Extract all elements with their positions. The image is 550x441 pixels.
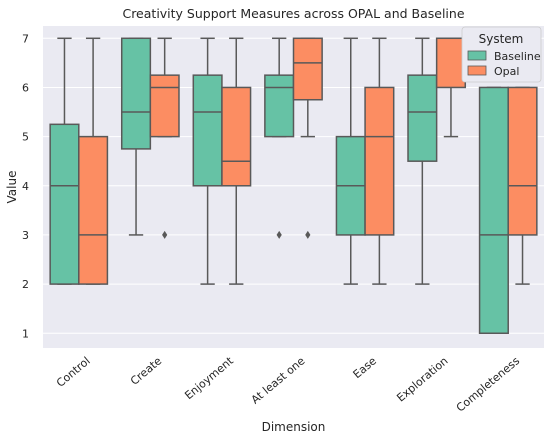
box-opal — [435, 37, 467, 89]
legend: System Baseline Opal — [461, 26, 542, 83]
box-baseline — [192, 74, 223, 187]
y-tick-label: 7 — [22, 32, 29, 45]
outlier-point-opal — [162, 230, 168, 239]
box-opal — [507, 86, 538, 236]
box-baseline — [264, 74, 295, 138]
box-opal — [221, 86, 252, 187]
outlier-point-baseline — [276, 230, 282, 239]
x-tick-label: Exploration — [394, 354, 450, 404]
box-opal — [149, 74, 180, 138]
x-tick-label: At least one — [249, 354, 308, 406]
box-opal — [364, 86, 395, 236]
x-tick-labels: Control Create Enjoyment At least one Ease Ex… — [54, 354, 522, 415]
y-tick-label: 6 — [22, 81, 29, 94]
legend-label-opal: Opal — [494, 65, 519, 78]
y-axis-label: Value — [5, 171, 19, 204]
box-opal — [292, 37, 323, 101]
y-tick-labels: 1 2 3 4 5 6 7 — [22, 32, 29, 340]
x-tick-label: Control — [54, 354, 93, 390]
box-baseline — [407, 74, 438, 162]
x-axis-label: Dimension — [262, 420, 326, 434]
x-tick-label: Create — [128, 354, 165, 388]
y-tick-label: 3 — [22, 229, 29, 242]
box-baseline — [120, 37, 152, 150]
x-tick-label: Ease — [351, 354, 380, 381]
box-baseline — [49, 123, 80, 285]
x-tick-label: Completeness — [454, 354, 522, 414]
outlier-point-opal — [305, 230, 311, 239]
chart-title: Creativity Support Measures across OPAL … — [122, 6, 464, 21]
y-tick-label: 5 — [22, 131, 29, 144]
y-tick-label: 4 — [22, 180, 29, 193]
x-tick-label: Enjoyment — [182, 354, 236, 402]
boxes — [49, 37, 538, 335]
box-baseline — [478, 86, 509, 335]
y-tick-label: 2 — [22, 278, 29, 291]
legend-label-baseline: Baseline — [494, 50, 541, 63]
y-tick-label: 1 — [22, 327, 29, 340]
box-opal — [78, 135, 109, 285]
legend-swatch-baseline — [467, 50, 487, 61]
legend-title: System — [479, 32, 524, 46]
legend-swatch-opal — [467, 65, 487, 76]
